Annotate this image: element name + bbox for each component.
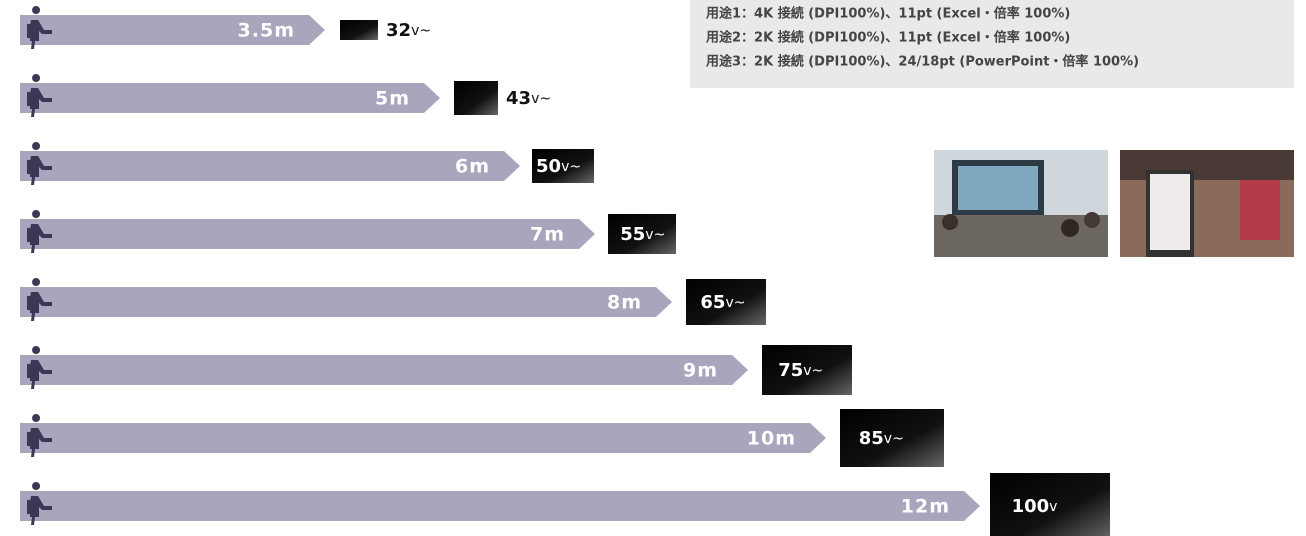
screen-size-unit: v~ — [561, 159, 581, 175]
distance-arrow — [20, 15, 325, 45]
distance-arrow — [20, 287, 672, 317]
screen-box — [454, 81, 498, 115]
screen-size-number: 65 — [700, 292, 725, 313]
distance-label: 9m — [683, 360, 718, 382]
screen-box — [608, 214, 676, 254]
distance-row: 3.5m 32v~ — [20, 6, 431, 49]
screen-size: 50v~ — [536, 156, 581, 177]
screen-size-unit: v~ — [884, 431, 904, 447]
screen-size: 43v~ — [506, 88, 551, 109]
person-icon — [27, 278, 52, 321]
distance-arrow — [20, 83, 440, 113]
distance-arrow — [20, 151, 520, 181]
distance-label: 8m — [607, 292, 642, 314]
photo-signage — [1120, 150, 1294, 257]
distance-row: 8m 65v~ — [20, 278, 766, 325]
screen-size-number: 85 — [859, 428, 884, 449]
note-box — [690, 0, 1294, 88]
distance-row: 9m 75v~ — [20, 345, 852, 395]
distance-label: 12m — [901, 496, 950, 518]
screen-size-number: 32 — [386, 20, 411, 41]
note: 用途1：4K 接続 (DPI100%)、11pt (Excel・倍率 100%) — [705, 6, 1070, 22]
distance-arrow — [20, 219, 595, 249]
note: 用途2：2K 接続 (DPI100%)、11pt (Excel・倍率 100%) — [705, 30, 1070, 46]
person-icon — [27, 346, 52, 389]
screen-size-unit: v~ — [645, 227, 665, 243]
screen-size-unit: v~ — [411, 23, 431, 39]
screen-size-unit: v~ — [725, 295, 745, 311]
screen-size: 55v~ — [620, 224, 665, 245]
distance-row: 7m 55v~ — [20, 210, 676, 254]
person-icon — [27, 142, 52, 185]
screen-size-number: 43 — [506, 88, 531, 109]
screen-size: 100v — [1012, 496, 1058, 517]
screen-box — [532, 149, 594, 183]
screen-size-number: 75 — [778, 360, 803, 381]
distance-label: 10m — [747, 428, 796, 450]
screen-size: 75v~ — [778, 360, 823, 381]
screen-box — [686, 279, 766, 325]
screen-box — [840, 409, 944, 467]
screen-size-unit: v — [1049, 499, 1057, 515]
screen-size: 85v~ — [859, 428, 904, 449]
person-icon — [27, 210, 52, 253]
person-icon — [27, 414, 52, 457]
screen-box — [340, 20, 378, 40]
screen-size-unit: v~ — [803, 363, 823, 379]
screen-size: 32v~ — [386, 20, 431, 41]
person-icon — [27, 6, 52, 49]
note: 用途3：2K 接続 (DPI100%)、24/18pt (PowerPoint・… — [705, 54, 1139, 70]
person-icon — [27, 482, 52, 525]
screen-size-number: 100 — [1012, 496, 1050, 517]
distance-arrow — [20, 355, 748, 385]
distance-row: 10m 85v~ — [20, 409, 944, 467]
distance-label: 7m — [530, 224, 565, 246]
distance-row: 5m 43v~ — [20, 74, 551, 117]
screen-size: 65v~ — [700, 292, 745, 313]
screen-box — [762, 345, 852, 395]
distance-label: 3.5m — [238, 20, 295, 42]
distance-row: 12m 100v — [20, 473, 1110, 536]
person-icon — [27, 74, 52, 117]
screen-size-number: 55 — [620, 224, 645, 245]
photo-meeting — [934, 150, 1108, 257]
distance-label: 5m — [375, 88, 410, 110]
distance-label: 6m — [455, 156, 490, 178]
screen-box — [990, 473, 1110, 536]
distance-arrow — [20, 423, 826, 453]
distance-row: 6m 50v~ — [20, 142, 594, 185]
screen-size-number: 50 — [536, 156, 561, 177]
screen-size-unit: v~ — [531, 91, 551, 107]
distance-arrow — [20, 491, 980, 521]
